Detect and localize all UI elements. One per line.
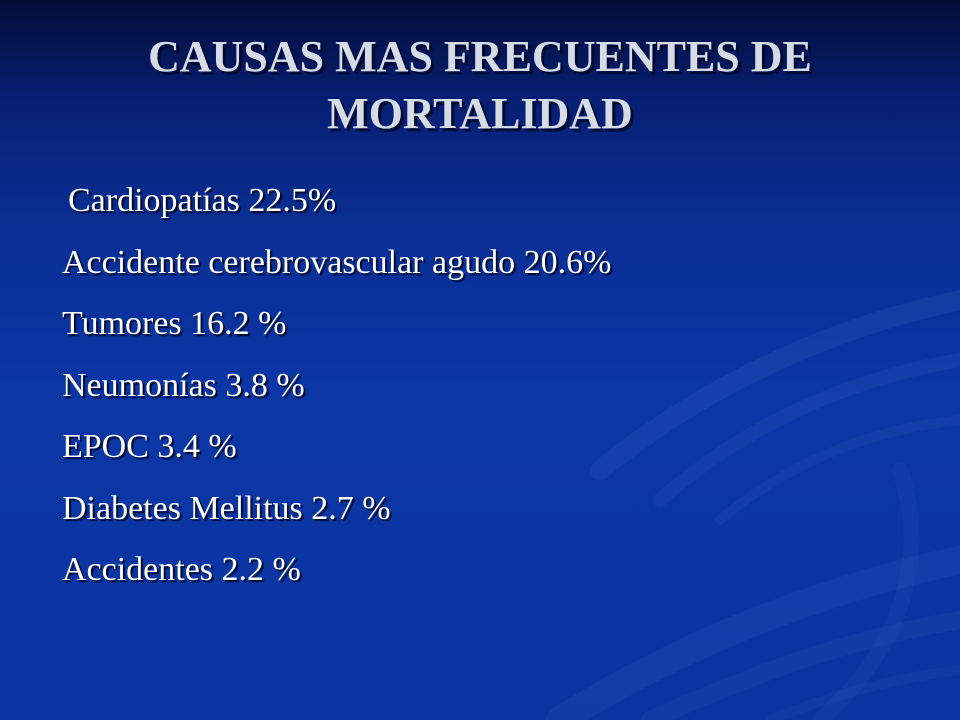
list-item: Tumores 16.2 % (62, 305, 287, 342)
slide-title: CAUSAS MAS FRECUENTES DE MORTALIDAD (148, 32, 812, 138)
list-item: Accidente cerebrovascular agudo 20.6% (62, 243, 612, 281)
list-item: Neumonías 3.8 % (62, 366, 305, 404)
list-item: Accidentes 2.2 % (62, 551, 301, 588)
list-item: Cardiopatías 22.5% (68, 182, 337, 219)
list-item: Diabetes Mellitus 2.7 % (62, 489, 391, 527)
mortality-causes-list: Cardiopatías 22.5% Accidente cerebrovasc… (62, 176, 611, 607)
list-item: EPOC 3.4 % (62, 428, 237, 465)
